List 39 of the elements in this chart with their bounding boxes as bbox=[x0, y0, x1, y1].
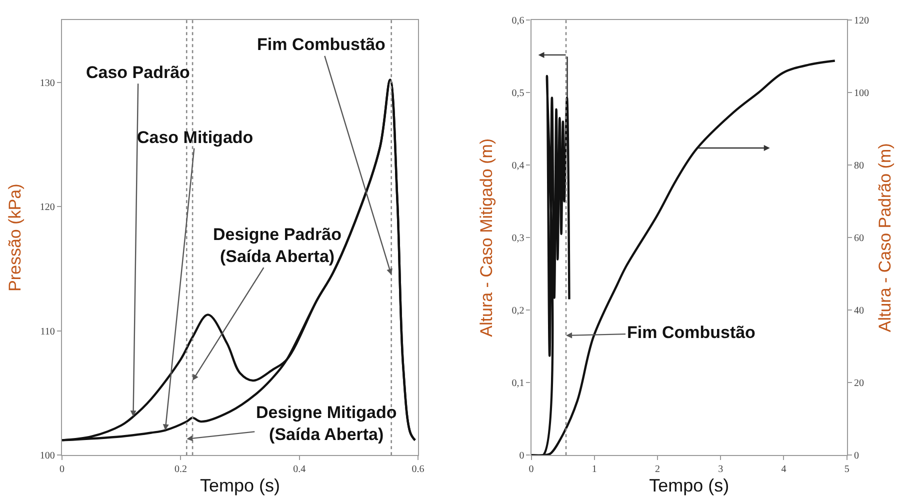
x-axis-title: Tempo (s) bbox=[649, 475, 730, 496]
y2-axis-title: Altura - Caso Padrão (m) bbox=[875, 143, 894, 332]
y-tick-label: 0,3 bbox=[512, 233, 524, 244]
y-tick-label: 0,6 bbox=[512, 16, 524, 27]
x-tick-label: 0.6 bbox=[412, 464, 424, 476]
x-tick-label: 5 bbox=[844, 464, 850, 476]
y-tick-label: 0,4 bbox=[512, 160, 524, 172]
x-tick-label: 0.4 bbox=[293, 464, 306, 476]
y2-tick-label: 40 bbox=[854, 306, 864, 317]
x-tick-label: 3 bbox=[718, 464, 724, 476]
y-tick-label: 100 bbox=[40, 450, 55, 462]
y-tick-label: 0 bbox=[519, 450, 524, 462]
x-tick-label: 2 bbox=[655, 464, 660, 476]
y-tick-label: 0,5 bbox=[512, 88, 524, 100]
y2-tick-label: 80 bbox=[854, 160, 864, 172]
annotation: Designe Mitigado (Saída Aberta) bbox=[256, 403, 397, 444]
x-tick-label: 4 bbox=[781, 464, 786, 476]
y-tick-label: 0,2 bbox=[512, 306, 524, 317]
x-tick-label: 0 bbox=[528, 464, 534, 476]
annotation: Caso Mitigado bbox=[137, 128, 254, 147]
annotation: Fim Combustão bbox=[627, 323, 756, 342]
y-tick-label: 130 bbox=[40, 78, 55, 89]
y-axis-title: Altura - Caso Mitigado (m) bbox=[477, 138, 496, 337]
x-tick-label: 0.2 bbox=[174, 464, 187, 476]
y2-tick-label: 60 bbox=[854, 233, 864, 244]
y-tick-label: 0,1 bbox=[512, 378, 524, 390]
y2-tick-label: 0 bbox=[854, 450, 859, 462]
y-tick-label: 120 bbox=[40, 202, 55, 214]
y2-tick-label: 100 bbox=[854, 88, 869, 100]
x-tick-label: 0 bbox=[60, 464, 65, 476]
x-tick-label: 1 bbox=[592, 464, 597, 476]
annotation: Fim Combustão bbox=[257, 35, 386, 54]
annotation: Designe Padrão (Saída Aberta) bbox=[213, 225, 342, 266]
y2-tick-label: 120 bbox=[854, 16, 869, 27]
y2-tick-label: 20 bbox=[854, 378, 864, 390]
annotation: Caso Padrão bbox=[86, 63, 190, 82]
y-tick-label: 110 bbox=[40, 326, 55, 338]
y-axis-title: Pressão (kPa) bbox=[5, 184, 24, 292]
x-axis-title: Tempo (s) bbox=[200, 475, 280, 496]
